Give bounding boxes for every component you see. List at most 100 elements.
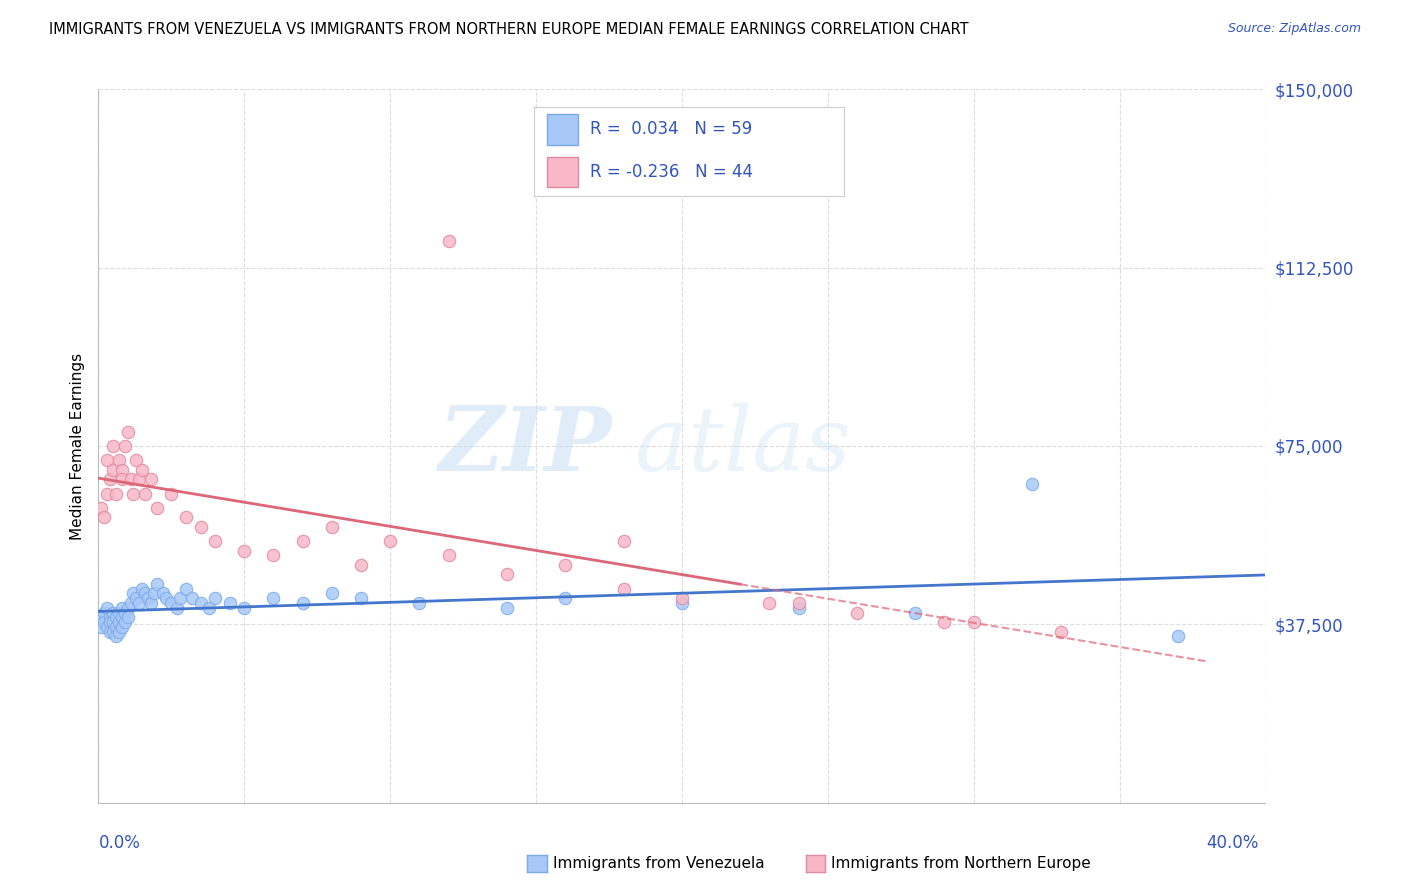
Point bbox=[104, 486, 127, 500]
Point bbox=[108, 615, 131, 629]
Point bbox=[134, 486, 156, 500]
Point bbox=[198, 600, 221, 615]
Point bbox=[90, 500, 112, 515]
Point bbox=[962, 615, 984, 629]
Point bbox=[101, 463, 124, 477]
Point bbox=[787, 600, 810, 615]
Point bbox=[117, 425, 139, 439]
FancyBboxPatch shape bbox=[547, 157, 578, 187]
Point bbox=[174, 582, 197, 596]
Text: Immigrants from Venezuela: Immigrants from Venezuela bbox=[553, 856, 765, 871]
Point bbox=[111, 472, 134, 486]
Point bbox=[190, 596, 212, 610]
Point bbox=[321, 520, 343, 534]
Point bbox=[96, 453, 118, 467]
Text: IMMIGRANTS FROM VENEZUELA VS IMMIGRANTS FROM NORTHERN EUROPE MEDIAN FEMALE EARNI: IMMIGRANTS FROM VENEZUELA VS IMMIGRANTS … bbox=[49, 22, 969, 37]
Point bbox=[846, 606, 869, 620]
Point bbox=[146, 500, 169, 515]
Point bbox=[1050, 624, 1073, 639]
Point bbox=[104, 610, 127, 624]
Point bbox=[98, 615, 121, 629]
Point bbox=[93, 606, 115, 620]
Point bbox=[128, 472, 150, 486]
Point bbox=[758, 596, 780, 610]
Point bbox=[111, 610, 134, 624]
Point bbox=[787, 596, 810, 610]
Point bbox=[152, 586, 174, 600]
Point bbox=[114, 615, 136, 629]
Point bbox=[96, 486, 118, 500]
Point bbox=[96, 620, 118, 634]
Point bbox=[98, 610, 121, 624]
Point bbox=[108, 624, 131, 639]
Point bbox=[350, 591, 373, 606]
Point bbox=[291, 596, 314, 610]
Point bbox=[117, 600, 139, 615]
Point bbox=[321, 586, 343, 600]
Point bbox=[169, 591, 191, 606]
Point bbox=[350, 558, 373, 572]
Point bbox=[101, 439, 124, 453]
Point bbox=[262, 549, 284, 563]
Point bbox=[291, 534, 314, 549]
FancyBboxPatch shape bbox=[547, 114, 578, 145]
Point bbox=[1167, 629, 1189, 643]
Point bbox=[496, 567, 519, 582]
Point bbox=[90, 610, 112, 624]
Point bbox=[612, 534, 634, 549]
Text: 0.0%: 0.0% bbox=[98, 834, 141, 852]
Point bbox=[111, 600, 134, 615]
Point bbox=[139, 472, 162, 486]
Point bbox=[204, 534, 226, 549]
Text: 40.0%: 40.0% bbox=[1206, 834, 1258, 852]
Point bbox=[111, 620, 134, 634]
Point bbox=[96, 600, 118, 615]
Point bbox=[104, 620, 127, 634]
Point bbox=[218, 596, 240, 610]
Point bbox=[408, 596, 430, 610]
Point bbox=[93, 510, 115, 524]
Point bbox=[174, 510, 197, 524]
Point bbox=[98, 624, 121, 639]
Point bbox=[108, 606, 131, 620]
Point bbox=[934, 615, 956, 629]
Point bbox=[114, 439, 136, 453]
Point bbox=[122, 586, 145, 600]
Point bbox=[233, 600, 256, 615]
Point bbox=[233, 543, 256, 558]
Text: R =  0.034   N = 59: R = 0.034 N = 59 bbox=[591, 120, 752, 138]
Point bbox=[190, 520, 212, 534]
Point bbox=[117, 610, 139, 624]
Text: ZIP: ZIP bbox=[439, 403, 612, 489]
Point bbox=[120, 596, 142, 610]
Point bbox=[101, 606, 124, 620]
Point bbox=[114, 606, 136, 620]
Point bbox=[204, 591, 226, 606]
Text: Immigrants from Northern Europe: Immigrants from Northern Europe bbox=[831, 856, 1091, 871]
Point bbox=[1021, 477, 1043, 491]
Point bbox=[128, 596, 150, 610]
Point bbox=[90, 620, 112, 634]
Point bbox=[180, 591, 202, 606]
Point bbox=[101, 615, 124, 629]
Point bbox=[125, 453, 148, 467]
Point bbox=[612, 582, 634, 596]
Point bbox=[671, 591, 693, 606]
Point bbox=[136, 591, 159, 606]
Point bbox=[146, 577, 169, 591]
Point bbox=[904, 606, 927, 620]
Point bbox=[380, 534, 402, 549]
Point bbox=[93, 615, 115, 629]
Point bbox=[139, 596, 162, 610]
Point bbox=[120, 472, 142, 486]
Text: R = -0.236   N = 44: R = -0.236 N = 44 bbox=[591, 163, 754, 181]
Text: atlas: atlas bbox=[636, 402, 851, 490]
Point bbox=[111, 463, 134, 477]
Point bbox=[160, 596, 183, 610]
Point bbox=[98, 472, 121, 486]
Point bbox=[155, 591, 177, 606]
Point bbox=[554, 591, 576, 606]
Text: Source: ZipAtlas.com: Source: ZipAtlas.com bbox=[1227, 22, 1361, 36]
Point bbox=[134, 586, 156, 600]
Point bbox=[437, 549, 460, 563]
